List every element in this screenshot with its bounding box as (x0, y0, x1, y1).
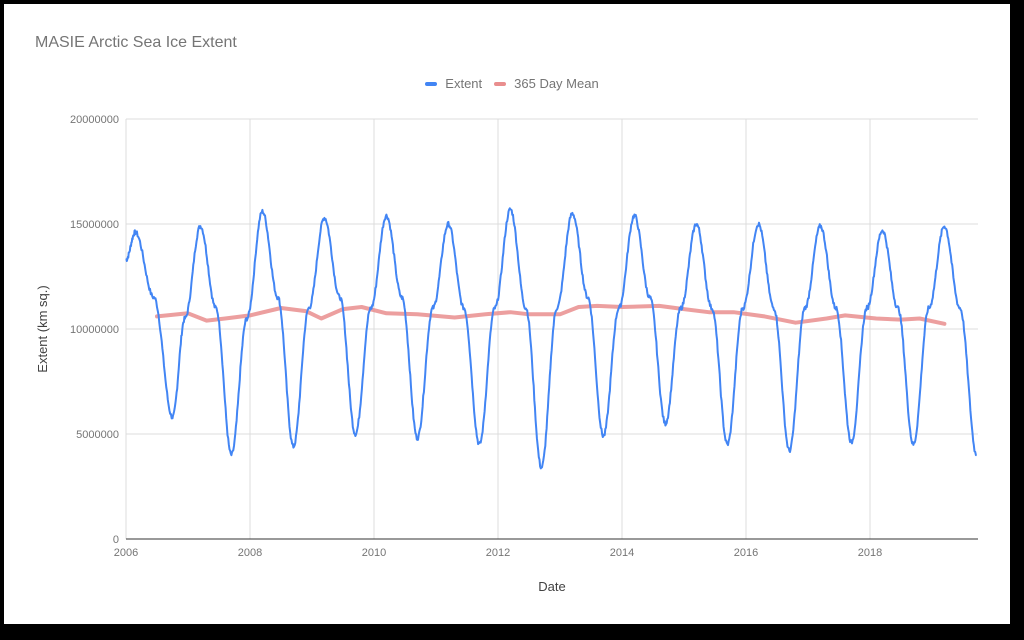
x-tick-label: 2014 (610, 547, 634, 559)
y-axis-label: Extent (km sq.) (35, 285, 50, 372)
y-tick-label: 15000000 (70, 219, 119, 231)
x-tick-label: 2016 (734, 547, 758, 559)
x-tick-label: 2018 (858, 547, 882, 559)
series-lines (125, 207, 977, 470)
y-tick-label: 20000000 (70, 114, 119, 126)
series-365-day-mean[interactable] (155, 303, 947, 326)
x-axis-label: Date (538, 579, 565, 594)
legend-label-mean: 365 Day Mean (514, 76, 599, 91)
legend-swatch-mean-icon (494, 81, 507, 86)
x-tick-label: 2006 (114, 547, 138, 559)
legend-item-extent[interactable]: Extent (425, 76, 482, 91)
legend-label-extent: Extent (445, 76, 483, 91)
x-tick-label: 2010 (362, 547, 386, 559)
legend-swatch-extent-icon (425, 81, 438, 86)
y-tick-label: 0 (113, 534, 119, 546)
legend-item-mean[interactable]: 365 Day Mean (494, 76, 599, 91)
gridlines (125, 118, 978, 540)
chart-title: MASIE Arctic Sea Ice Extent (35, 34, 237, 51)
x-axis-ticks: 2006 2008 2010 2012 2014 2016 2018 (114, 547, 882, 559)
x-tick-label: 2012 (486, 547, 510, 559)
y-tick-label: 5000000 (76, 429, 119, 441)
y-tick-label: 10000000 (70, 324, 119, 336)
y-axis-ticks: 0 5000000 10000000 15000000 20000000 (70, 114, 119, 546)
legend: Extent 365 Day Mean (0, 76, 1024, 91)
x-tick-label: 2008 (238, 547, 262, 559)
series-extent[interactable] (125, 207, 977, 470)
